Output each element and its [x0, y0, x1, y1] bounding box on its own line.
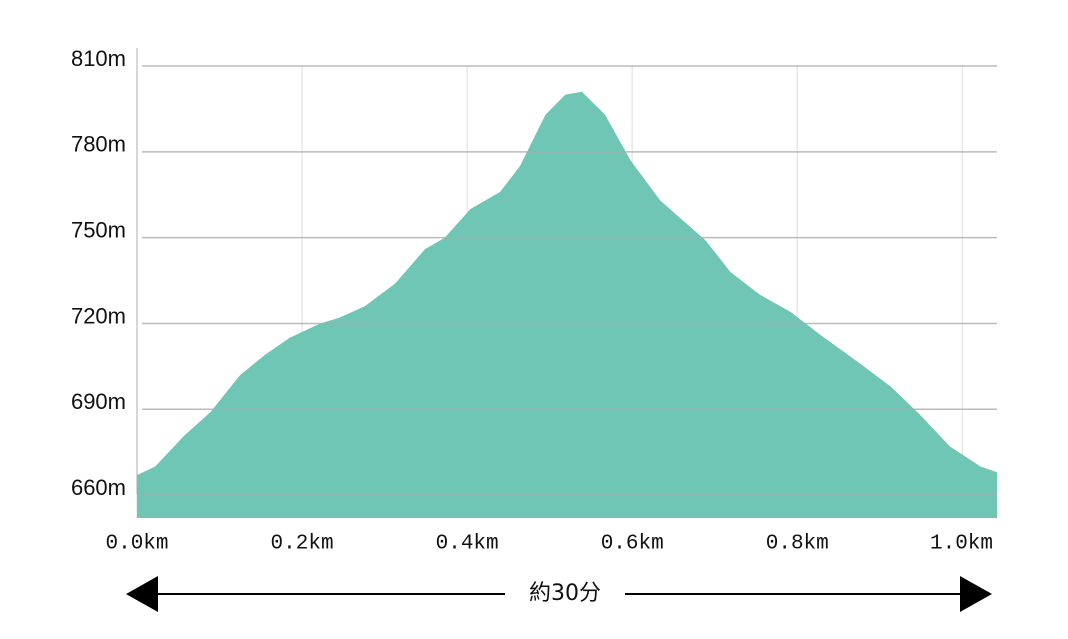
y-tick-label: 690m	[71, 389, 126, 414]
y-tick-label: 810m	[71, 46, 126, 71]
y-tick-label: 660m	[71, 475, 126, 500]
x-tick-label: 0.2km	[271, 533, 334, 556]
duration-label: 約30分	[529, 581, 601, 606]
x-tick-label: 1.0km	[930, 533, 993, 556]
y-tick-label: 750m	[71, 217, 126, 242]
arrow-head	[126, 576, 158, 612]
y-tick-label: 720m	[71, 303, 126, 328]
x-tick-label: 0.6km	[601, 533, 664, 556]
elevation-area	[137, 91, 997, 519]
y-tick-label: 780m	[71, 132, 126, 157]
arrow-head	[960, 576, 992, 612]
x-tick-label: 0.8km	[766, 533, 829, 556]
x-tick-label: 0.0km	[105, 533, 168, 556]
x-tick-label: 0.4km	[436, 533, 499, 556]
